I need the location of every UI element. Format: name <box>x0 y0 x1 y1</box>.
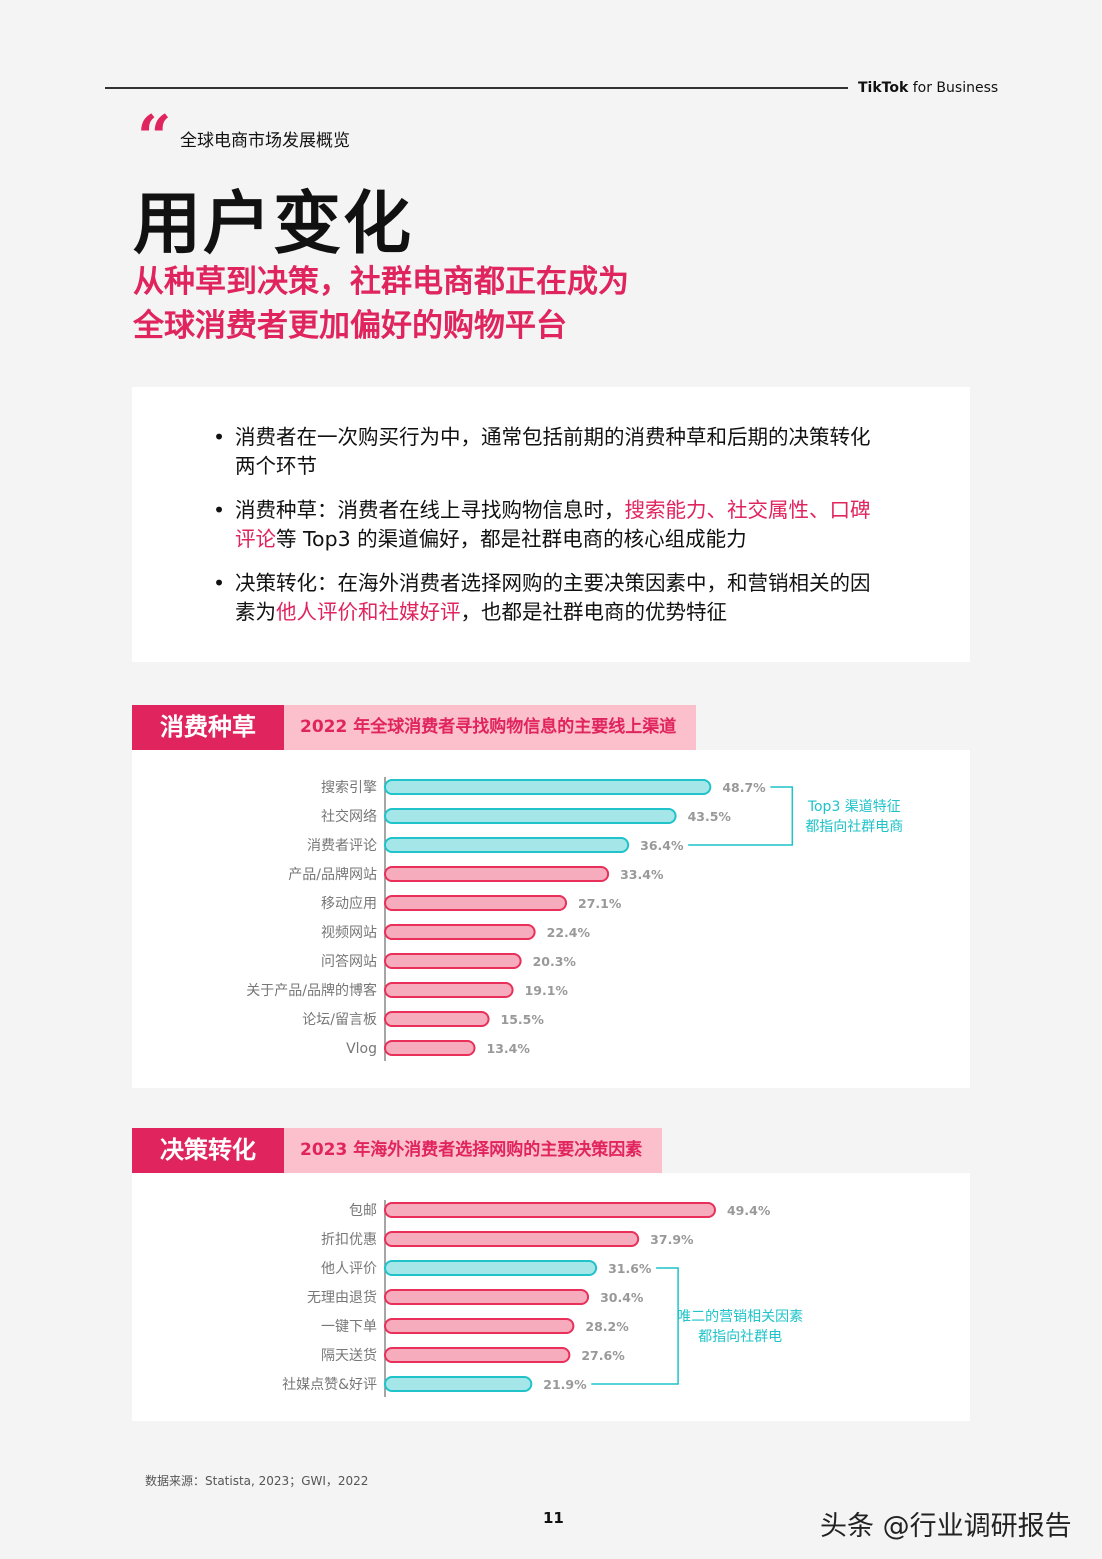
value-label: 13.4% <box>487 1041 531 1056</box>
bar <box>384 1011 490 1027</box>
bar <box>384 1347 571 1363</box>
bullet: 消费者在一次购买行为中，通常包括前期的消费种草和后期的决策转化两个环节 <box>213 423 885 481</box>
value-label: 43.5% <box>688 809 732 824</box>
chart-title: 2022 年全球消费者寻找购物信息的主要线上渠道 <box>284 705 697 750</box>
category-label: 搜索引擎 <box>321 779 377 796</box>
category-label: 包邮 <box>349 1203 377 1219</box>
highlight-text: 搜索能力、社交属性、口碑评论 <box>235 498 871 551</box>
chart-tag: 决策转化 <box>132 1128 284 1173</box>
category-label: 无理由退货 <box>307 1289 377 1306</box>
value-label: 27.6% <box>581 1348 625 1363</box>
category-label: 折扣优惠 <box>321 1232 377 1248</box>
value-label: 30.4% <box>600 1290 644 1305</box>
chart: 包邮 49.4% 折扣优惠 37.9% 他人评价 31.6% 无理由退货 30.4% 一键下单 2… <box>132 1173 970 1421</box>
bar <box>384 837 630 853</box>
chart: 搜索引擎 48.7% 社交网络 43.5% 消费者评论 36.4% 产品/品牌网站 33.4%… <box>132 750 970 1088</box>
bar <box>384 895 568 911</box>
header-rule <box>105 87 848 89</box>
bar <box>384 982 514 998</box>
bar <box>384 924 536 940</box>
category-label: 消费者评论 <box>307 838 377 854</box>
value-label: 22.4% <box>547 925 591 940</box>
subtitle-line: 从种草到决策，社群电商都正在成为 <box>133 264 629 300</box>
brand-suffix: for Business <box>912 80 999 96</box>
page-title: 用户变化 <box>133 185 414 264</box>
category-label: 关于产品/品牌的博客 <box>246 982 377 999</box>
value-label: 28.2% <box>585 1319 629 1334</box>
bar <box>384 1202 716 1218</box>
bar <box>384 1040 476 1056</box>
bullet-text: ，也都是社群电商的优势特征 <box>460 600 728 624</box>
value-label: 36.4% <box>640 838 684 853</box>
value-label: 37.9% <box>650 1232 694 1247</box>
bar <box>384 1260 598 1276</box>
bar <box>384 866 610 882</box>
watermark: 头条 @行业调研报告 <box>820 1511 1072 1542</box>
annotation: Top3 渠道特征 <box>807 799 901 815</box>
value-label: 21.9% <box>543 1377 587 1392</box>
category-label: 社媒点赞&好评 <box>282 1377 377 1393</box>
value-label: 20.3% <box>533 954 577 969</box>
bar <box>384 1231 640 1247</box>
bar <box>384 953 522 969</box>
brand: TikTok for Business <box>858 80 998 96</box>
annotation: 唯二的营销相关因素 <box>677 1309 803 1325</box>
bar <box>384 779 712 795</box>
value-label: 33.4% <box>620 867 664 882</box>
subtitle: 从种草到决策，社群电商都正在成为 全球消费者更加偏好的购物平台 <box>133 260 629 348</box>
bullet-text: 消费种草：消费者在线上寻找购物信息时， <box>235 498 625 522</box>
bullet-text: 消费者在一次购买行为中，通常包括前期的消费种草和后期的决策转化两个环节 <box>235 425 871 478</box>
bar <box>384 808 677 824</box>
section-label: 全球电商市场发展概览 <box>180 131 350 151</box>
category-label: 隔天送货 <box>321 1347 377 1364</box>
quote-icon: “ <box>137 103 172 173</box>
subtitle-line: 全球消费者更加偏好的购物平台 <box>133 308 567 344</box>
value-label: 31.6% <box>608 1261 652 1276</box>
highlight-text: 他人评价和社媒好评 <box>276 600 461 624</box>
category-label: 视频网站 <box>321 925 377 941</box>
value-label: 48.7% <box>722 780 766 795</box>
value-label: 15.5% <box>501 1012 545 1027</box>
bullet-box: 消费者在一次购买行为中，通常包括前期的消费种草和后期的决策转化两个环节消费种草：… <box>132 387 970 662</box>
category-label: Vlog <box>346 1041 377 1057</box>
value-label: 49.4% <box>727 1203 771 1218</box>
value-label: 27.1% <box>578 896 622 911</box>
category-label: 移动应用 <box>321 895 377 912</box>
page-number: 11 <box>543 1509 564 1527</box>
chart-tag: 消费种草 <box>132 705 284 750</box>
annotation: 都指向社群电 <box>698 1329 782 1345</box>
bracket <box>688 786 794 846</box>
category-label: 产品/品牌网站 <box>288 866 377 883</box>
bar <box>384 1376 533 1392</box>
bar <box>384 1289 590 1305</box>
category-label: 他人评价 <box>321 1261 377 1277</box>
category-label: 一键下单 <box>321 1319 377 1335</box>
bullet: 消费种草：消费者在线上寻找购物信息时，搜索能力、社交属性、口碑评论等 Top3 … <box>213 496 885 554</box>
bar <box>384 1318 575 1334</box>
bullet-list: 消费者在一次购买行为中，通常包括前期的消费种草和后期的决策转化两个环节消费种草：… <box>213 423 885 642</box>
bullet-text: 决策转化：在海外消费者选择网购的主要决策因素中，和营销相关的因素为 <box>235 571 871 624</box>
bullet: 决策转化：在海外消费者选择网购的主要决策因素中，和营销相关的因素为他人评价和社媒… <box>213 569 885 627</box>
value-label: 19.1% <box>525 983 569 998</box>
bracket <box>591 1267 679 1385</box>
annotation: 都指向社群电商 <box>805 819 903 835</box>
brand-name: TikTok <box>858 80 909 96</box>
bullet-text: 等 Top3 的渠道偏好，都是社群电商的核心组成能力 <box>276 527 747 551</box>
chart-title: 2023 年海外消费者选择网购的主要决策因素 <box>284 1128 663 1173</box>
source: 数据来源：Statista, 2023；GWI，2022 <box>145 1474 369 1488</box>
category-label: 问答网站 <box>321 953 377 970</box>
category-label: 社交网络 <box>321 808 377 825</box>
category-label: 论坛/留言板 <box>302 1012 377 1028</box>
